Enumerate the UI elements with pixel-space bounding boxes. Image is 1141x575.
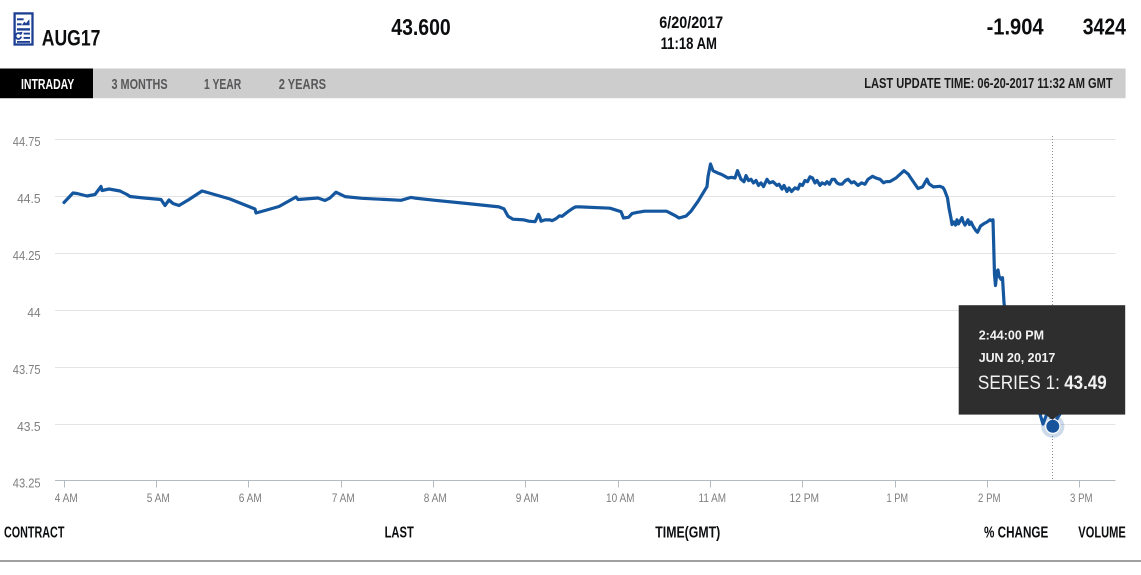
svg-text:3424: 3424 bbox=[1083, 14, 1126, 40]
svg-text:2:44:00 PM: 2:44:00 PM bbox=[979, 329, 1044, 343]
svg-text:10 AM: 10 AM bbox=[606, 491, 635, 505]
svg-text:8 AM: 8 AM bbox=[424, 491, 447, 505]
svg-text:LAST UPDATE TIME: 06-20-2017 1: LAST UPDATE TIME: 06-20-2017 11:32 AM GM… bbox=[864, 75, 1113, 92]
svg-text:6 AM: 6 AM bbox=[239, 491, 262, 505]
svg-text:SERIES 1:: SERIES 1: bbox=[978, 373, 1060, 394]
svg-text:% CHANGE: % CHANGE bbox=[984, 524, 1048, 541]
svg-text:43.75: 43.75 bbox=[13, 362, 41, 377]
svg-text:AUG17: AUG17 bbox=[42, 25, 101, 50]
svg-text:1 YEAR: 1 YEAR bbox=[204, 76, 241, 93]
svg-text:12 PM: 12 PM bbox=[790, 491, 820, 505]
svg-text:TIME(GMT): TIME(GMT) bbox=[655, 524, 720, 541]
svg-text:44.5: 44.5 bbox=[17, 191, 41, 206]
svg-text:3 PM: 3 PM bbox=[1070, 491, 1093, 505]
svg-text:11 AM: 11 AM bbox=[699, 491, 727, 505]
svg-text:11:18 AM: 11:18 AM bbox=[661, 35, 717, 53]
svg-text:VOLUME: VOLUME bbox=[1078, 524, 1126, 541]
svg-text:1 PM: 1 PM bbox=[887, 491, 909, 505]
svg-text:6/20/2017: 6/20/2017 bbox=[659, 14, 723, 32]
svg-text:9 AM: 9 AM bbox=[516, 491, 539, 505]
svg-text:2 PM: 2 PM bbox=[978, 491, 1001, 505]
svg-text:43.25: 43.25 bbox=[13, 475, 41, 490]
svg-text:43.600: 43.600 bbox=[391, 14, 451, 40]
svg-text:7 AM: 7 AM bbox=[332, 491, 355, 505]
svg-text:2 YEARS: 2 YEARS bbox=[279, 76, 326, 93]
svg-text:44: 44 bbox=[27, 305, 40, 320]
svg-text:LAST: LAST bbox=[385, 524, 415, 541]
svg-text:JUN 20, 2017: JUN 20, 2017 bbox=[979, 351, 1056, 365]
svg-text:44.75: 44.75 bbox=[13, 134, 41, 149]
svg-text:5 AM: 5 AM bbox=[147, 491, 170, 505]
svg-text:-1.904: -1.904 bbox=[987, 14, 1044, 40]
svg-text:43.5: 43.5 bbox=[17, 419, 41, 434]
svg-text:4 AM: 4 AM bbox=[55, 491, 78, 505]
svg-text:INTRADAY: INTRADAY bbox=[21, 76, 74, 93]
svg-text:3 MONTHS: 3 MONTHS bbox=[112, 76, 168, 93]
svg-text:43.49: 43.49 bbox=[1064, 373, 1107, 394]
svg-text:44.25: 44.25 bbox=[13, 248, 41, 263]
svg-text:CONTRACT: CONTRACT bbox=[4, 524, 65, 541]
